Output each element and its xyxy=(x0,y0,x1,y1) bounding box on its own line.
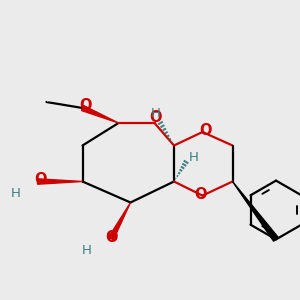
Polygon shape xyxy=(38,179,82,184)
Polygon shape xyxy=(109,202,130,240)
Text: O: O xyxy=(199,123,212,138)
Text: H: H xyxy=(189,151,198,164)
Text: O: O xyxy=(150,110,162,125)
Text: H: H xyxy=(151,107,161,121)
Text: H: H xyxy=(11,187,20,200)
Text: O: O xyxy=(79,98,92,112)
Polygon shape xyxy=(82,106,118,123)
Text: O: O xyxy=(34,172,47,188)
Text: H: H xyxy=(82,244,92,257)
Text: O: O xyxy=(105,230,118,245)
Polygon shape xyxy=(232,182,278,241)
Text: methoxy: methoxy xyxy=(46,101,53,102)
Text: O: O xyxy=(195,187,207,202)
